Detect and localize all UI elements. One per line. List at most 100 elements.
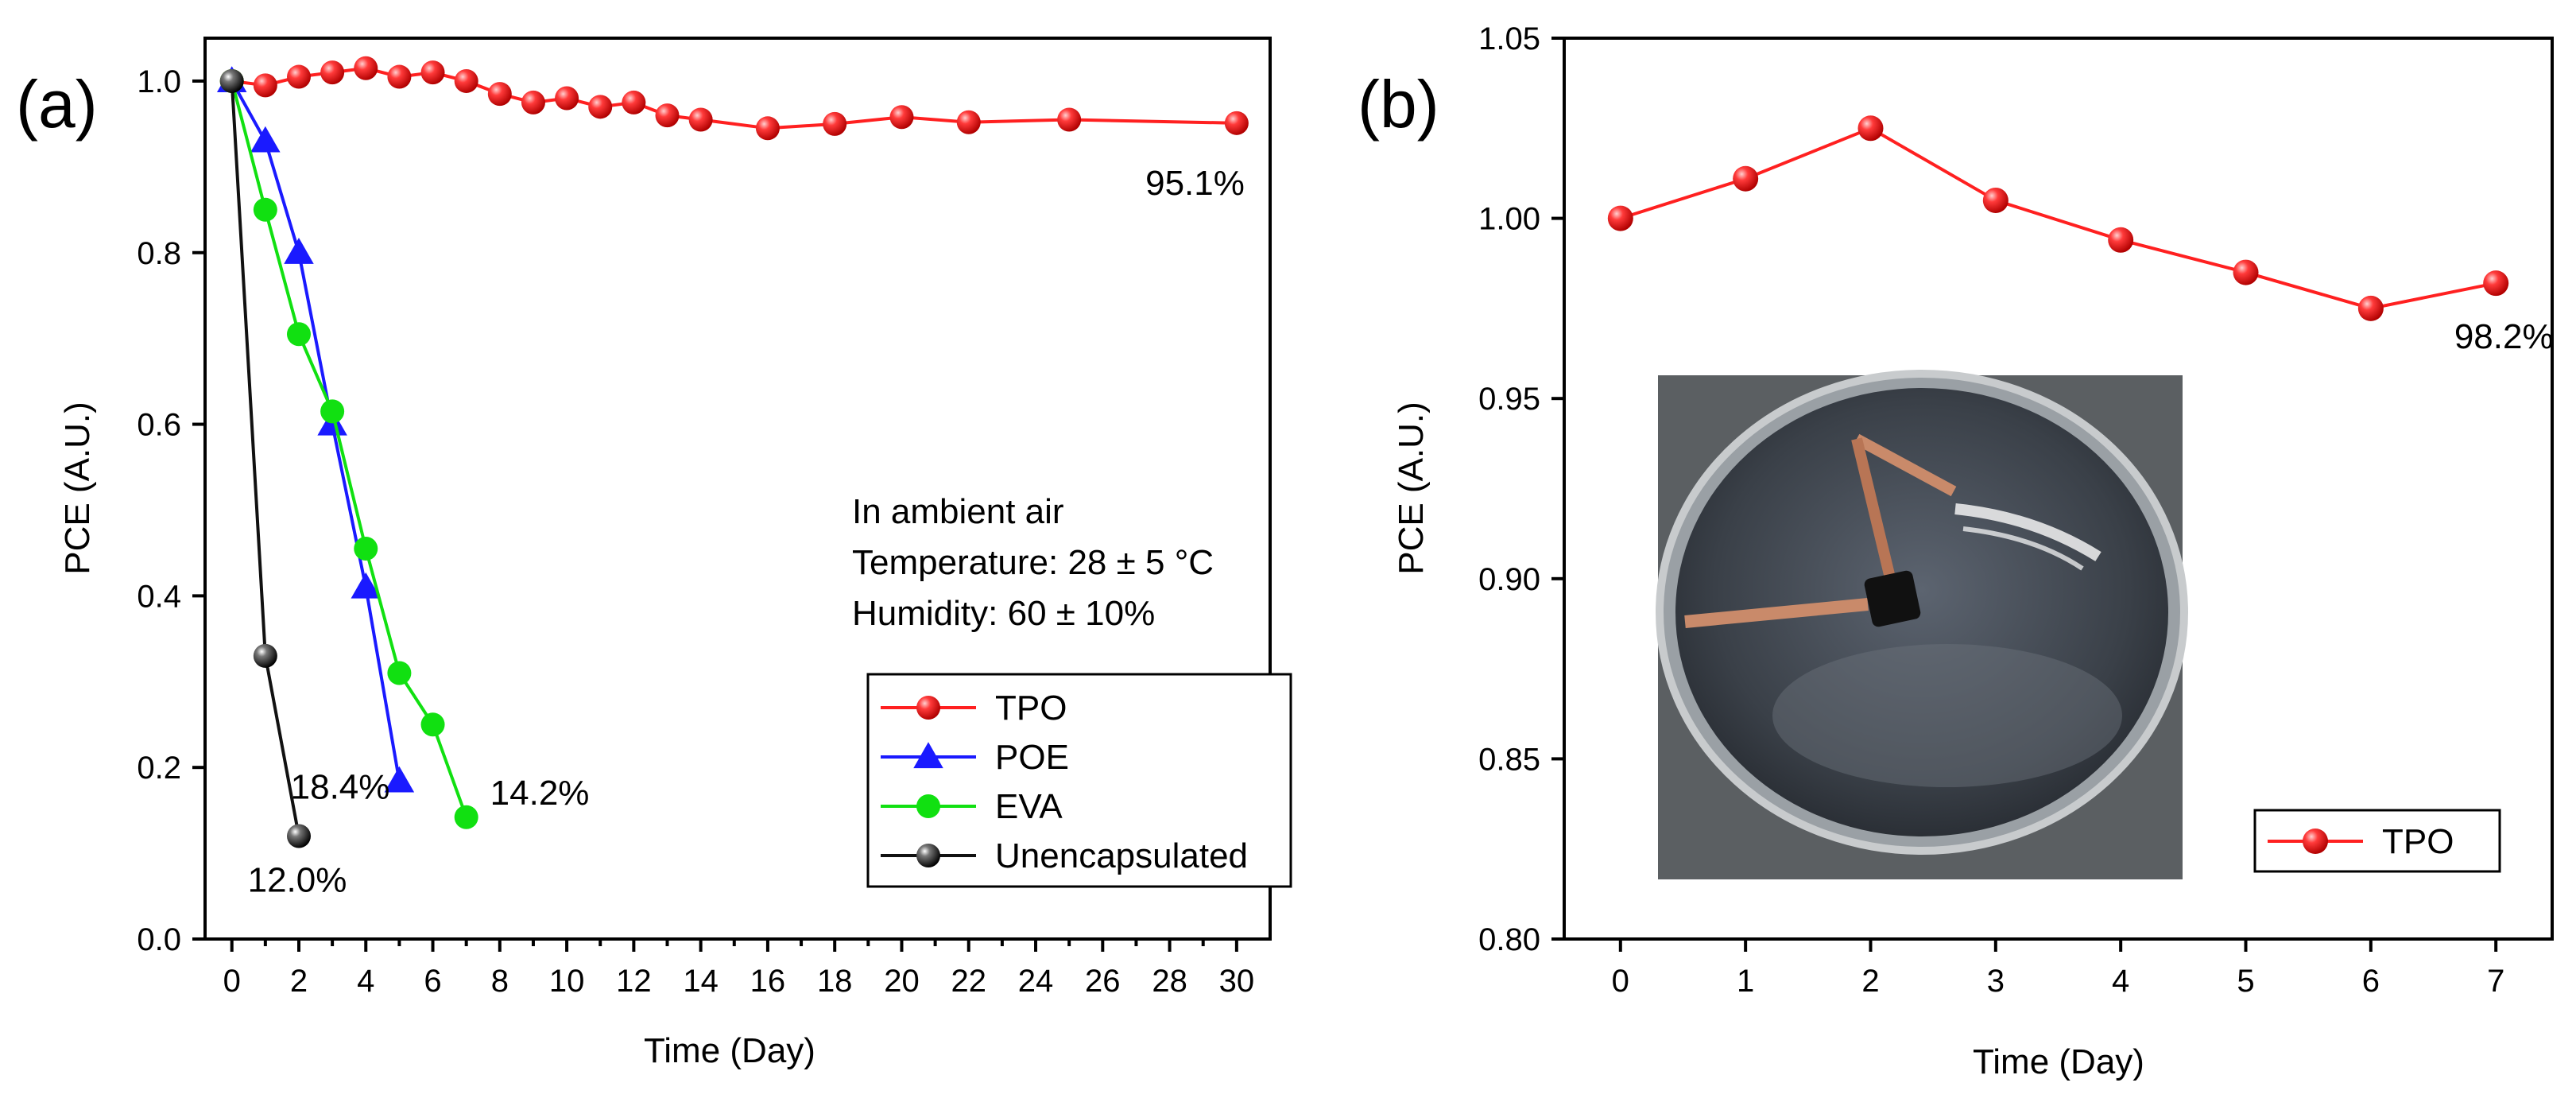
water-reflection [1772,644,2122,787]
panel-a-legend-unencapsulated-label: Unencapsulated [995,836,1248,875]
panel-a-series-eva-point-6 [420,712,445,737]
panel-b-series-tpo-point-6 [2357,295,2384,321]
panel-a-series-unencapsulated-line [230,80,300,836]
panel-a-x-tick-label-2: 2 [290,964,308,999]
panel-a-series-tpo-point-4 [354,56,378,80]
panel-a-series-tpo-point-13 [655,103,680,128]
panel-b-y-tick-label-2: 0.90 [1478,562,1540,597]
glass-glare [1954,503,2101,561]
panel-a-series-tpo-point-18 [956,110,981,134]
panel-a-series-tpo-point-10 [555,86,579,111]
panel-a-legend-unencapsulated-point-swatch [916,844,940,867]
panel-a-series-eva-end-label: 14.2% [490,774,590,813]
panel-a-series-tpo: 95.1% [219,56,1249,203]
panel-a-x-tick-label-0: 0 [223,964,241,999]
panel-a-series-tpo-point-1 [253,73,277,98]
panel-b-series-tpo-point-7 [2483,270,2509,297]
panel-a-series-tpo-point-16 [823,111,847,136]
panel-a-y-axis-label: PCE (A.U.) [58,402,97,575]
panel-a-label: (a) [16,67,98,142]
panel-a-series-eva-point-3 [320,399,345,424]
panel-b-y-tick-label-3: 0.95 [1478,382,1540,417]
panel-a-series-eva-point-4 [354,537,378,561]
panel-a-series-tpo-point-12 [622,90,646,114]
panel-a-x-tick-label-14: 14 [683,964,719,999]
panel-a-series-tpo-end-label: 95.1% [1145,164,1245,203]
panel-a-legend: TPO POE EVA Unencapsulated [866,673,1292,888]
panel-b-x-tick-label-6: 6 [2362,964,2380,999]
copper-ribbon-top [1854,433,1957,497]
panel-a-y-tick-label-0: 0.0 [137,922,181,957]
panel-a-series-eva-point-7 [454,805,478,829]
panel-b-y-tick-label-4: 1.00 [1478,202,1540,237]
panel-a-series-tpo-point-3 [320,60,345,85]
panel-a-series-tpo-line [231,66,1237,130]
panel-a-series-poe-point-1 [250,126,281,153]
panel-a-y-ticks: 0.0 0.2 0.4 0.6 0.8 1.0 [137,64,205,957]
panel-a-x-tick-label-10: 10 [549,964,585,999]
panel-a-series-tpo-point-17 [889,105,914,130]
panel-a-x-tick-label-6: 6 [424,964,441,999]
panel-b-x-tick-label-2: 2 [1861,964,1879,999]
panel-b-x-tick-label-1: 1 [1737,964,1754,999]
panel-a-series-eva: 14.2% [219,68,590,829]
panel-a-series-poe-end-label: 18.4% [291,767,390,806]
panel-b-y-tick-label-1: 0.85 [1478,742,1540,777]
inset-photo [1656,370,2188,879]
panel-b-x-tick-label-7: 7 [2487,964,2504,999]
panel-a-legend-eva-label: EVA [995,787,1063,826]
panel-a-series-tpo-point-19 [1057,107,1082,132]
panel-b-legend-tpo-label: TPO [2382,822,2454,861]
panel-b: (b) 0 1 2 3 4 5 6 7 0.80 0.85 0.90 0.95 1.00 1.05 Ti… [1358,21,2554,1081]
panel-a-legend-tpo-label: TPO [995,689,1067,728]
panel-b-series-tpo-point-2 [1857,115,1884,142]
panel-a-legend-eva-point-swatch [916,794,940,818]
panel-b-series-tpo-end-label: 98.2% [2454,317,2554,356]
panel-a-x-tick-label-12: 12 [616,964,652,999]
panel-a-series-unencapsulated-point-0 [219,68,244,93]
panel-a-x-tick-label-30: 30 [1219,964,1255,999]
panel-a-series-eva-point-1 [253,197,277,222]
panel-a-series-poe-point-5 [384,766,415,793]
panel-a-series-poe: 18.4% [216,66,415,806]
panel-b-x-tick-label-3: 3 [1987,964,2005,999]
panel-a-series-eva-point-2 [286,322,311,347]
panel-a-legend-poe-point-swatch [913,742,943,769]
glass-glare-2 [1962,526,2084,571]
panel-a-y-tick-label-3: 0.6 [137,408,181,443]
panel-a-series-tpo-point-6 [420,60,445,85]
panel-a-series-eva-line [230,80,468,818]
panel-a-x-ticks: 0 2 4 6 8 10 12 14 16 18 20 22 24 26 28 30 [223,939,1255,999]
panel-a-x-tick-label-28: 28 [1152,964,1187,999]
panel-a: (a) 0 2 4 6 8 10 12 14 16 18 20 22 24 26 28 30 0.00.20.… [16,37,1292,1070]
panel-a-y-tick-label-2: 0.4 [137,579,181,614]
panel-b-x-ticks: 0 1 2 3 4 5 6 7 [1612,939,2504,999]
panel-b-x-axis-label: Time (Day) [1973,1042,2144,1081]
panel-b-y-axis-label: PCE (A.U.) [1392,402,1431,575]
copper-ribbon-diagonal [1851,437,1897,586]
panel-a-legend-poe-label: POE [995,738,1069,777]
panel-a-condition-air: In ambient air [852,492,1064,531]
panel-b-series-tpo-point-0 [1607,205,1633,231]
panel-a-y-tick-label-1: 0.2 [137,751,181,786]
panel-a-condition-temperature: Temperature: 28 ± 5 °C [852,543,1214,582]
panel-b-x-tick-label-4: 4 [2112,964,2129,999]
panel-b-series: 98.2% [1607,115,2554,356]
panel-a-legend-tpo-point-swatch [916,696,940,720]
panel-a-x-tick-label-24: 24 [1018,964,1054,999]
panel-a-series-tpo-point-14 [688,107,713,132]
panel-a-x-tick-label-22: 22 [951,964,987,999]
panel-b-label: (b) [1358,67,1439,142]
panel-b-y-ticks: 0.80 0.85 0.90 0.95 1.00 1.05 [1478,21,1564,957]
panel-b-series-tpo-point-5 [2233,259,2259,285]
panel-a-series-tpo-point-15 [755,116,780,141]
panel-b-series-tpo-point-3 [1982,187,2009,213]
panel-a-series-tpo-point-7 [454,68,478,93]
panel-b-series-tpo-point-1 [1733,165,1759,192]
panel-a-x-tick-label-20: 20 [884,964,920,999]
panel-b-y-tick-label-5: 1.05 [1478,21,1540,56]
panel-a-series-unencapsulated-point-2 [286,824,311,848]
panel-a-series-poe-point-4 [351,572,382,599]
panel-a-series: 95.1% 18.4% 14.2% 12.0% [216,56,1249,900]
